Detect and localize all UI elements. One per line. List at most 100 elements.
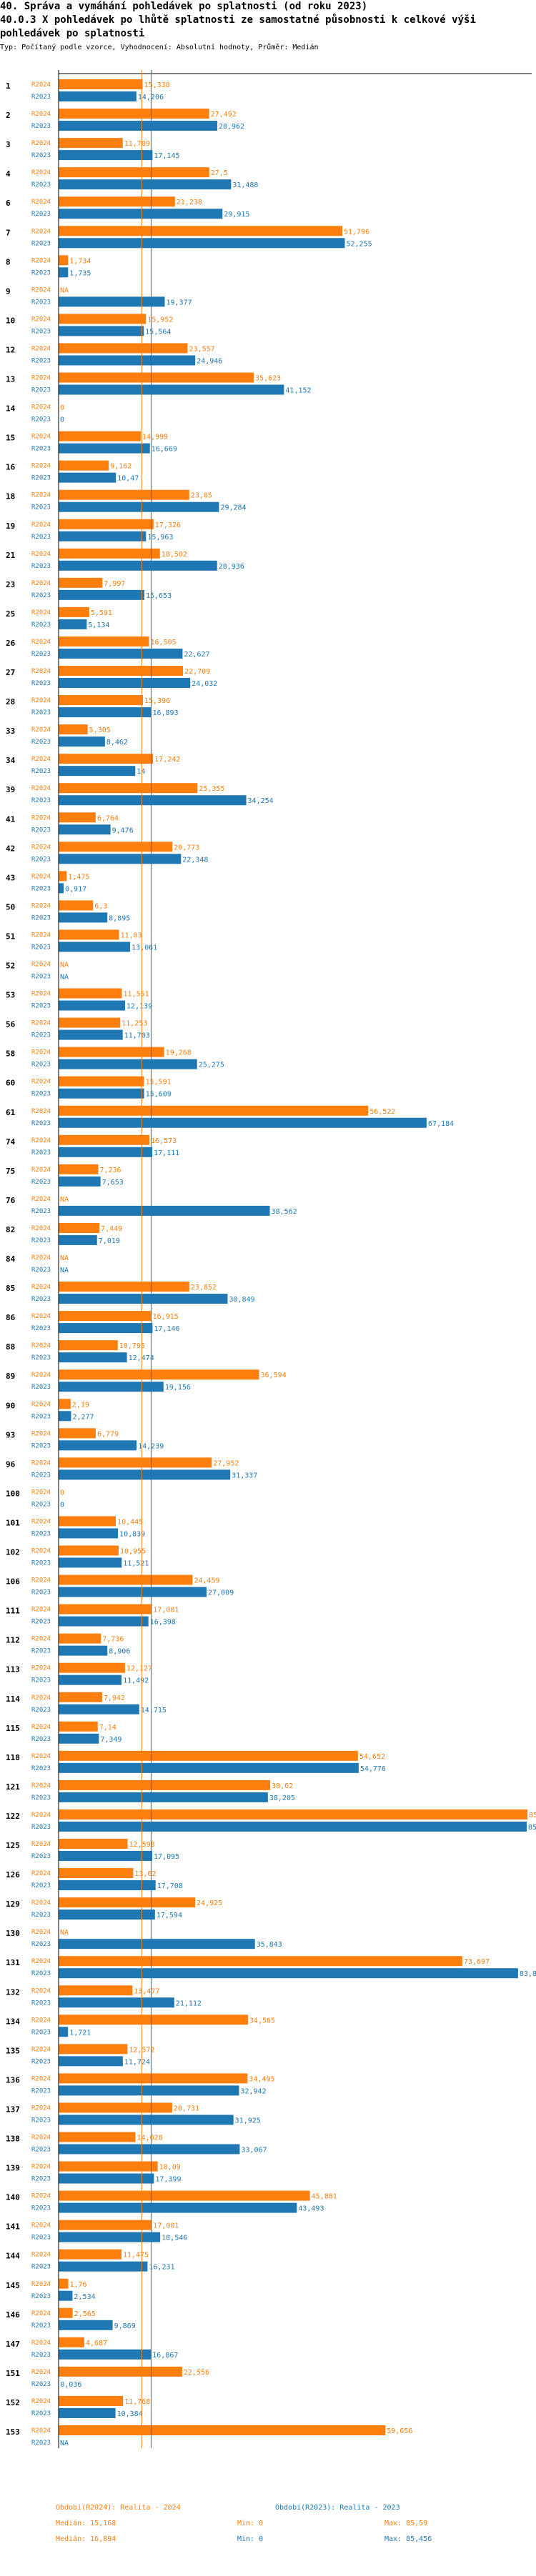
bar-r2024	[59, 167, 209, 178]
bar-r2023	[59, 1851, 153, 1861]
series-label: R2024	[31, 1841, 51, 1848]
series-label: R2023	[31, 2205, 51, 2212]
group-label: 140	[6, 2193, 20, 2202]
series-label: R2024	[31, 2105, 51, 2112]
bar-r2023	[59, 267, 69, 278]
bar-r2024	[59, 1662, 125, 1673]
value-label: 6,3	[94, 902, 107, 910]
series-label: R2023	[31, 2147, 51, 2154]
value-label: 22,709	[184, 668, 210, 676]
series-label: R2024	[31, 1167, 51, 1174]
value-label: 9,476	[112, 827, 134, 834]
bar-r2023	[59, 1469, 231, 1480]
bar-r2024	[59, 372, 254, 383]
value-label: 10,795	[119, 1342, 145, 1350]
value-label: 17,001	[153, 2222, 179, 2230]
value-label: 1,735	[69, 269, 91, 277]
series-label: R2023	[31, 885, 51, 892]
group-label: 90	[6, 1401, 15, 1410]
series-label: R2024	[31, 551, 51, 558]
series-label: R2023	[31, 944, 51, 951]
series-label: R2024	[31, 1548, 51, 1555]
series-label: R2023	[31, 1237, 51, 1244]
bar-r2024	[59, 1692, 102, 1702]
series-label: R2023	[31, 1794, 51, 1802]
group-label: 42	[6, 844, 15, 853]
value-label: 16,867	[152, 2352, 178, 2360]
group-label: 125	[6, 1841, 20, 1850]
bar-r2024	[59, 929, 119, 940]
bar-r2023	[59, 472, 116, 483]
group-label: 89	[6, 1372, 15, 1381]
series-label: R2024	[31, 2252, 51, 2259]
bar-r2023	[59, 2027, 69, 2037]
group-label: 82	[6, 1225, 15, 1234]
chart-subtitle-main: 40.0.3 X pohledávek po lhůtě splatnosti …	[0, 14, 476, 39]
value-label: 12,139	[126, 1003, 152, 1011]
bar-r2023	[59, 501, 219, 512]
group-label: 96	[6, 1459, 16, 1469]
bar-r2024	[59, 1956, 462, 1967]
series-label: R2023	[31, 269, 51, 276]
value-label: 15,963	[147, 534, 173, 541]
group-label: 93	[6, 1430, 15, 1439]
bar-r2024	[59, 79, 143, 89]
value-label: 31,925	[235, 2117, 261, 2125]
value-label: 17,326	[155, 521, 181, 529]
group-label: 8	[6, 257, 11, 266]
bar-r2024	[59, 196, 175, 207]
value-label: 15,653	[146, 592, 172, 600]
bar-r2023	[59, 1294, 228, 1304]
series-label: R2024	[31, 1812, 51, 1819]
series-label: R2023	[31, 2087, 51, 2095]
value-label: 73,697	[464, 1958, 490, 1966]
value-label: NA	[60, 2440, 69, 2447]
value-label: 16,573	[151, 1137, 177, 1145]
bar-r2024	[59, 2366, 182, 2377]
value-label: 7,653	[102, 1179, 124, 1187]
group-label: 9	[6, 286, 11, 296]
bar-r2024	[59, 666, 184, 676]
group-label: 145	[6, 2281, 20, 2290]
bar-r2024	[59, 1311, 152, 1322]
series-label: R2023	[31, 1354, 51, 1362]
value-label: 2,534	[74, 2293, 95, 2301]
bar-r2023	[59, 209, 223, 219]
bar-r2023	[59, 1382, 164, 1392]
bar-r2024	[59, 548, 160, 559]
value-label: 27,952	[213, 1459, 239, 1467]
value-label: 17,399	[155, 2176, 181, 2184]
bar-r2023	[59, 648, 183, 659]
legend-median-r2024: Medián: 15,168	[56, 2519, 116, 2527]
bar-r2023	[59, 1176, 101, 1187]
value-label: 34,495	[249, 2075, 274, 2083]
series-label: R2023	[31, 1120, 51, 1127]
group-label: 126	[6, 1870, 20, 1879]
value-label: 34,254	[248, 797, 274, 805]
value-label: 13,477	[134, 1987, 159, 1995]
bar-r2024	[59, 138, 123, 149]
legend-median-r2023: Medián: 16,894	[56, 2535, 116, 2543]
group-label: 12	[6, 345, 15, 354]
bar-r2024	[59, 2161, 158, 2172]
series-label: R2023	[31, 2381, 51, 2388]
series-label: R2023	[31, 621, 51, 629]
bar-r2023	[59, 1352, 127, 1363]
bar-r2024	[59, 1574, 193, 1585]
value-label: 11,521	[123, 1560, 149, 1568]
value-label: 38,62	[272, 1782, 293, 1790]
value-label: NA	[60, 1929, 69, 1937]
value-label: 1,76	[69, 2281, 86, 2289]
bar-r2023	[59, 1762, 359, 1773]
group-label: 26	[6, 639, 16, 648]
group-label: 144	[6, 2252, 20, 2261]
series-label: R2023	[31, 1707, 51, 1714]
group-label: 1	[6, 81, 11, 91]
group-label: 100	[6, 1489, 20, 1498]
group-label: 136	[6, 2075, 20, 2085]
bar-r2024	[59, 2073, 248, 2084]
group-label: 41	[6, 814, 16, 824]
value-label: NA	[60, 1267, 69, 1274]
series-label: R2024	[31, 521, 51, 529]
bar-r2024	[59, 489, 189, 500]
